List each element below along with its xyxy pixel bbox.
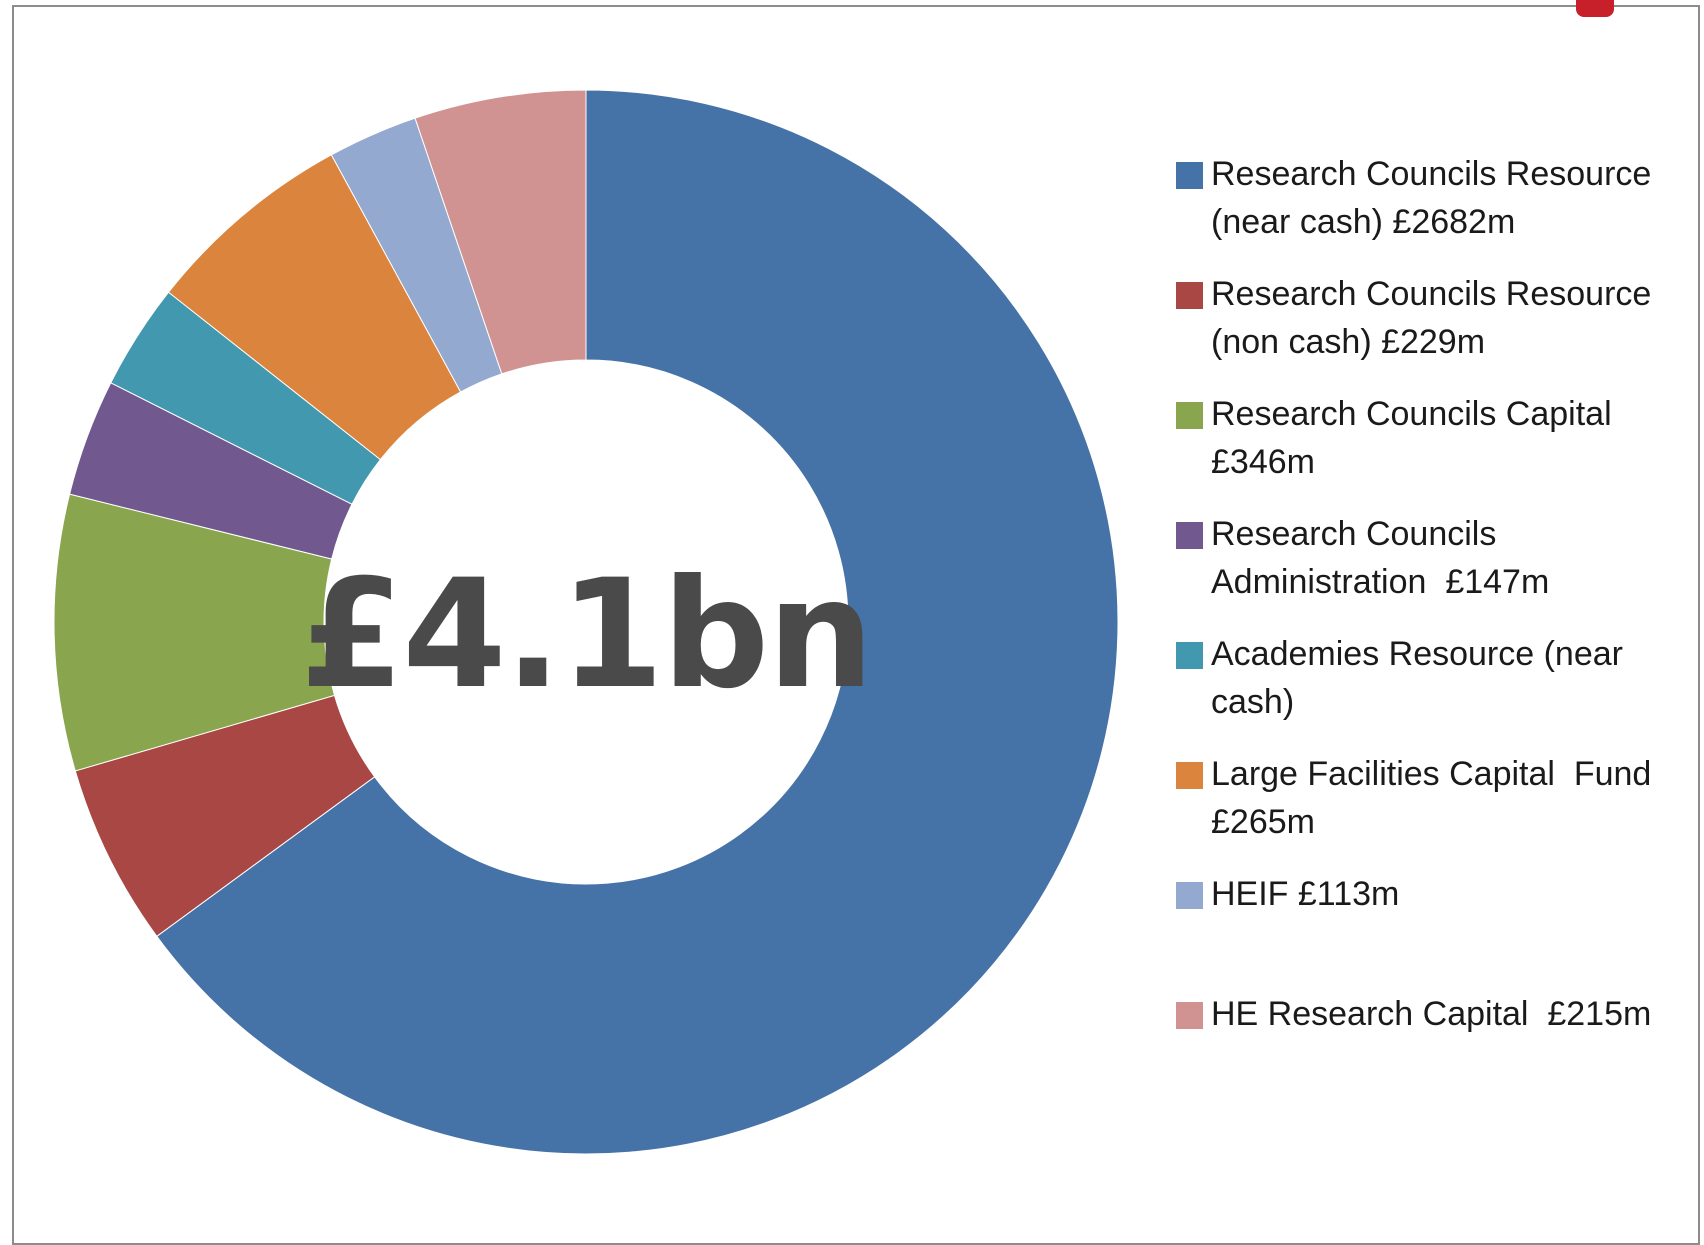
legend-item-2: Research Councils Resource (non cash) £2… bbox=[1176, 270, 1676, 366]
center-total-label: £4.1bn bbox=[299, 548, 874, 722]
corner-mark-icon bbox=[1576, 0, 1614, 17]
legend-swatch-8 bbox=[1176, 1002, 1203, 1029]
legend-label-2: Research Councils Resource (non cash) £2… bbox=[1211, 275, 1661, 361]
legend-item-4: Research Councils Administration £147m bbox=[1176, 510, 1676, 606]
legend-label-7: HEIF £113m bbox=[1211, 875, 1400, 913]
legend-label-4: Research Councils Administration £147m bbox=[1211, 515, 1550, 601]
legend-item-1: Research Councils Resource (near cash) £… bbox=[1176, 150, 1676, 246]
legend-label-1: Research Councils Resource (near cash) £… bbox=[1211, 155, 1661, 241]
legend-label-5: Academies Resource (near cash) bbox=[1211, 635, 1633, 721]
legend-label-3: Research Councils Capital £346m bbox=[1211, 395, 1622, 481]
donut-slice-8 bbox=[414, 89, 587, 375]
legend-swatch-4 bbox=[1176, 522, 1203, 549]
legend-label-8: HE Research Capital £215m bbox=[1211, 995, 1652, 1033]
legend-item-6: Large Facilities Capital Fund £265m bbox=[1176, 750, 1676, 846]
legend-swatch-6 bbox=[1176, 762, 1203, 789]
legend-item-8: HE Research Capital £215m bbox=[1176, 990, 1676, 1038]
legend-item-5: Academies Resource (near cash) bbox=[1176, 630, 1676, 726]
legend-item-7: HEIF £113m bbox=[1176, 870, 1676, 918]
donut-slice-1 bbox=[156, 89, 1119, 1155]
legend-swatch-1 bbox=[1176, 162, 1203, 189]
legend-swatch-2 bbox=[1176, 282, 1203, 309]
legend-label-6: Large Facilities Capital Fund £265m bbox=[1211, 755, 1661, 841]
legend-swatch-5 bbox=[1176, 642, 1203, 669]
legend-swatch-3 bbox=[1176, 402, 1203, 429]
legend-swatch-7 bbox=[1176, 882, 1203, 909]
legend-item-3: Research Councils Capital £346m bbox=[1176, 390, 1676, 486]
